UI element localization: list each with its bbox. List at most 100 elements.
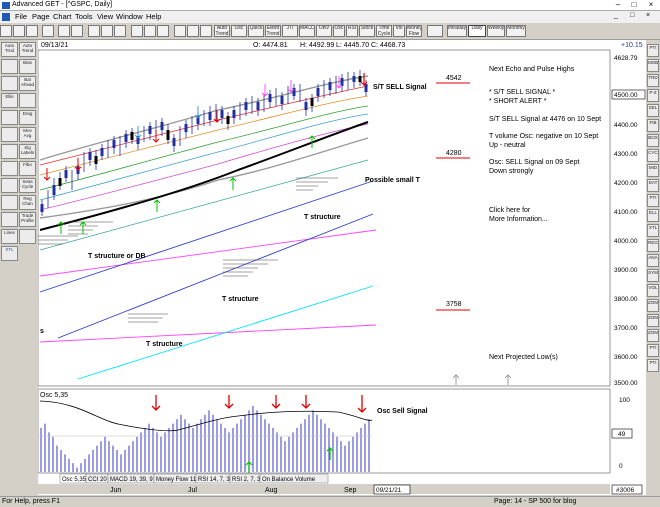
tb-rsi[interactable]: RSI [346, 25, 358, 37]
tb-macd[interactable]: MACD [299, 25, 315, 37]
rt-btn-13[interactable]: XTL [647, 224, 659, 237]
tb-obv[interactable]: OBV [316, 25, 332, 37]
tab-osc-label[interactable]: Osc 5,35 [62, 477, 87, 483]
tb-scan-icon[interactable] [427, 25, 443, 37]
lt-lines[interactable]: Lines [1, 229, 18, 244]
tab-rsi-1-label[interactable]: RSI 14, 7, 3 [198, 477, 230, 483]
lt-fibo[interactable]: Fibo [19, 161, 36, 176]
save-icon[interactable] [26, 25, 38, 37]
tb-elliott[interactable]: Elliott Trend [265, 25, 281, 37]
tb-osc[interactable]: Osc [231, 25, 247, 37]
line-icon[interactable] [114, 25, 126, 37]
tb-daily[interactable]: Daily [468, 25, 486, 37]
menu-help[interactable]: Help [146, 12, 162, 21]
lt-bal-ahead[interactable]: Bal Ahead [19, 76, 36, 91]
lt-tool3-icon[interactable] [19, 93, 36, 108]
lt-tool9-icon[interactable] [1, 195, 18, 210]
rt-btn-6[interactable]: FIB [647, 119, 659, 132]
lt-tool11-icon[interactable] [19, 229, 36, 244]
zoom-out-icon[interactable] [71, 25, 83, 37]
eraser-icon[interactable] [200, 25, 212, 37]
menu-chart[interactable]: Chart [53, 12, 72, 21]
menu-window[interactable]: Window [116, 12, 143, 21]
lt-tool-icon[interactable] [1, 59, 18, 74]
tb-stock[interactable]: Stock [359, 25, 375, 37]
minimize-button[interactable]: – [615, 0, 621, 9]
lt-trade-profile[interactable]: Trade Profile [19, 212, 36, 227]
rt-btn-11[interactable]: PTI [647, 194, 659, 207]
rt-btn-18[interactable]: ZOM [647, 299, 659, 312]
rt-btn-10[interactable]: DAT [647, 179, 659, 192]
tab-money-flow-label[interactable]: Money Flow 11 [156, 477, 197, 483]
menu-view[interactable]: View [97, 12, 114, 21]
rt-btn-9[interactable]: MID [647, 164, 659, 177]
lt-xtl[interactable]: XTL [1, 246, 18, 261]
rt-btn-12[interactable]: ELL [647, 209, 659, 222]
mdi-minimize-button[interactable]: _ [614, 12, 618, 19]
lt-drag[interactable]: Drag [19, 110, 36, 125]
lt-tool10-icon[interactable] [1, 212, 18, 227]
rt-btn-7[interactable]: BOX [647, 134, 659, 147]
rt-btn-3[interactable]: TRD [647, 74, 659, 87]
chart-area[interactable]: 09/13/21 O: 4474.81 H: 4492.99 L: 4445.7… [37, 40, 646, 495]
tb-vol[interactable]: Vol [393, 25, 405, 37]
print-icon[interactable] [42, 25, 54, 37]
rt-btn-2[interactable]: MOB [647, 59, 659, 72]
rt-btn-16[interactable]: SYM [647, 269, 659, 282]
mdi-close-button[interactable]: × [646, 12, 651, 19]
tab-cci-label[interactable]: CCI 20 [88, 477, 107, 483]
text-tool-icon[interactable] [157, 25, 169, 37]
lt-seas-cycle[interactable]: Seas Cycle [19, 178, 36, 193]
menu-tools[interactable]: Tools [75, 12, 93, 21]
lt-reg-chan[interactable]: Reg Chan [19, 195, 36, 210]
rt-btn-1[interactable]: PTI [647, 44, 659, 57]
rt-btn-14[interactable]: REG [647, 239, 659, 252]
lt-auto-trend[interactable]: Auto Trend [19, 42, 36, 57]
open-icon[interactable] [13, 25, 25, 37]
close-button[interactable]: × [648, 0, 654, 9]
tb-monthly[interactable]: Monthly [506, 25, 526, 37]
pen-tool-icon[interactable] [187, 25, 199, 37]
rt-btn-20[interactable]: ZOM [647, 329, 659, 342]
rt-btn-17[interactable]: VOL [647, 284, 659, 297]
rt-btn-19[interactable]: ZOM [647, 314, 659, 327]
tb-osc-2[interactable]: Osc [333, 25, 345, 37]
tab-macd-label[interactable]: MACD 19, 39, 9 [110, 477, 153, 483]
rt-btn-8[interactable]: CYC [647, 149, 659, 162]
lt-sig-labels[interactable]: Sig Labels [19, 144, 36, 159]
mdi-maximize-button[interactable]: □ [630, 12, 635, 19]
lt-bias[interactable]: Bias [19, 59, 36, 74]
lt-tool4-icon[interactable] [1, 110, 18, 125]
lt-auto-trnd[interactable]: Auto Trnd [1, 42, 18, 57]
bars-icon[interactable] [88, 25, 100, 37]
tb-jti[interactable]: JTI [282, 25, 298, 37]
lt-ellis[interactable]: Ellis [1, 93, 18, 108]
crosshair-icon[interactable] [144, 25, 156, 37]
menu-file[interactable]: File [15, 12, 28, 21]
tb-quick[interactable]: Quick [248, 25, 264, 37]
chart-svg[interactable]: 09/13/21 O: 4474.81 H: 4492.99 L: 4445.7… [37, 40, 646, 495]
menu-page[interactable]: Page [32, 12, 50, 21]
info-link-2[interactable]: More Information... [489, 216, 548, 223]
rt-btn-21[interactable]: PTI [647, 344, 659, 357]
maximize-button[interactable]: □ [631, 0, 637, 9]
rt-btn-5[interactable]: SEL [647, 104, 659, 117]
tb-auto-trend[interactable]: Auto Trend [214, 25, 230, 37]
doc-icon[interactable] [2, 13, 10, 21]
cursor-icon[interactable] [131, 25, 143, 37]
lt-mov-avg[interactable]: Mov Avg [19, 127, 36, 142]
tb-weekly[interactable]: Weekly [487, 25, 505, 37]
new-icon[interactable] [0, 25, 12, 37]
candle-icon[interactable] [101, 25, 113, 37]
lt-tool6-icon[interactable] [1, 144, 18, 159]
lt-tool5-icon[interactable] [1, 127, 18, 142]
tab-obv-label[interactable]: On Balance Volume [262, 477, 316, 483]
rt-btn-22[interactable]: PTI [647, 359, 659, 372]
tb-intraday[interactable]: Intraday [447, 25, 467, 37]
rt-btn-15[interactable]: ANA [647, 254, 659, 267]
rt-btn-4[interactable]: P-Z [647, 89, 659, 102]
zoom-in-icon[interactable] [58, 25, 70, 37]
arrow-tool-icon[interactable] [174, 25, 186, 37]
lt-tool2-icon[interactable] [1, 76, 18, 91]
tb-time-cycle[interactable]: Time Cycle [376, 25, 392, 37]
